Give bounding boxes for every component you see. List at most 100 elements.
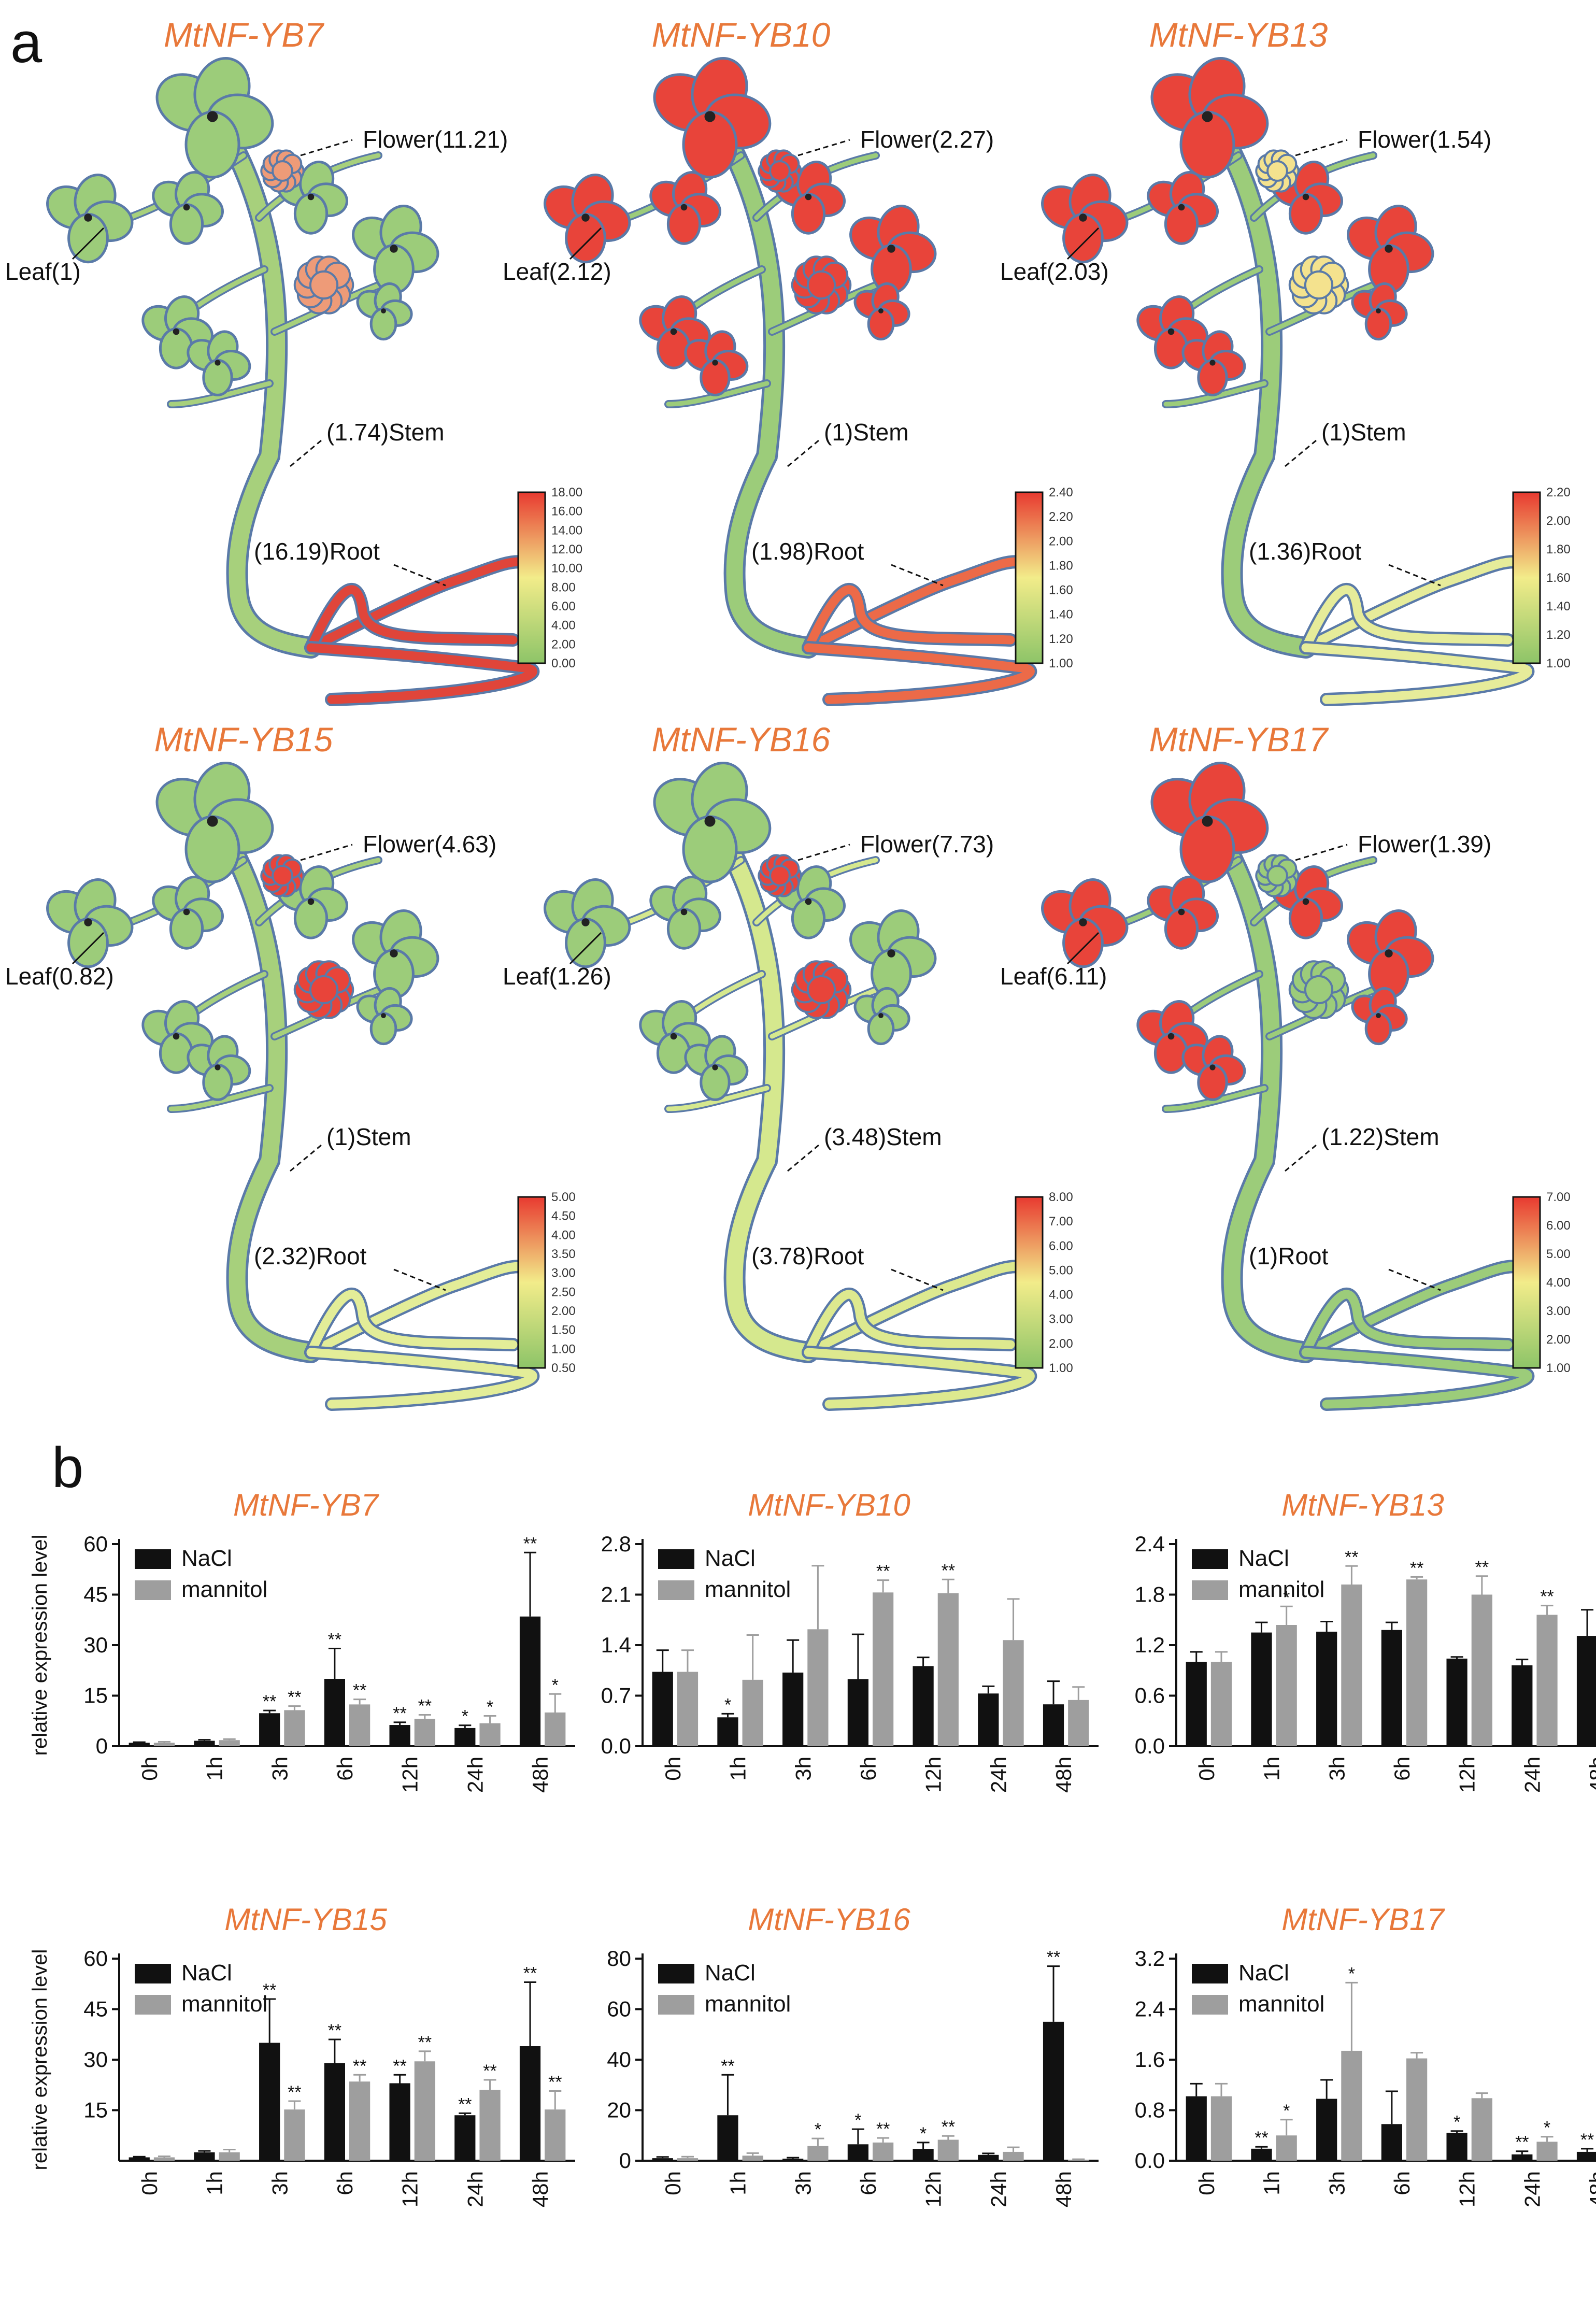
plant-panel: MtNF-YB16 Flower(7.73) Leaf(1.26) (3.48)Ste… (503, 720, 1073, 1411)
bar-nacl (1446, 1659, 1467, 1746)
color-scale-tick: 6.00 (1546, 1219, 1571, 1233)
leaf-label: Leaf(1) (5, 258, 81, 285)
leaf-node (1385, 245, 1393, 253)
y-tick-label: 20 (607, 2098, 631, 2122)
x-tick-label: 3h (1324, 1757, 1349, 1781)
color-scale-tick: 1.40 (1049, 608, 1073, 622)
x-tick-label: 24h (986, 2171, 1010, 2207)
significance-mark: ** (876, 1562, 890, 1581)
color-scale-bar (517, 1196, 546, 1369)
bar-nacl (652, 1672, 673, 1746)
x-tick-label: 0h (661, 1757, 685, 1781)
x-tick-label: 12h (921, 1757, 946, 1793)
plant-gene-title: MtNF-YB7 (164, 16, 324, 54)
significance-mark: ** (548, 2072, 562, 2092)
flower-label: Flower(1.39) (1358, 831, 1491, 858)
color-scale-tick: 1.00 (1546, 1361, 1571, 1375)
bar-mannitol (414, 2061, 435, 2161)
x-tick-label: 3h (791, 2171, 815, 2195)
legend-swatch-mannitol (658, 1995, 694, 2015)
significance-mark: ** (328, 1630, 341, 1650)
bar-nacl (847, 2144, 868, 2161)
bar-mannitol (1341, 2050, 1362, 2161)
bar-nacl (1186, 2096, 1207, 2161)
stem-leader-line (1285, 1144, 1317, 1172)
y-tick-label: 0 (96, 1734, 108, 1758)
root-leader-line (1388, 564, 1441, 587)
legend-swatch-mannitol (658, 1580, 694, 1600)
x-tick-label: 6h (1390, 1757, 1414, 1781)
bar-nacl (717, 1717, 738, 1746)
bar-nacl (1381, 1630, 1402, 1746)
leaf-node (1302, 898, 1309, 905)
legend-label-nacl: NaCl (181, 1546, 232, 1571)
bar-chart: MtNF-YB13 0.0 0.6 1.2 1.8 2.4 0h 1h 3h 6h 12h 24h 48… (1135, 1488, 1596, 1793)
color-scale-tick: 1.60 (1049, 583, 1073, 597)
leaf-node (887, 245, 895, 253)
bar-nacl (259, 2043, 280, 2161)
leaf-node (390, 949, 398, 958)
root (1301, 1348, 1532, 1409)
stem (1204, 111, 1314, 656)
leaf-node (670, 328, 677, 335)
x-tick-label: 24h (986, 1757, 1010, 1793)
leaf-node (1079, 918, 1087, 926)
leaf-node (680, 908, 688, 916)
leaf-leader-line (1066, 227, 1100, 260)
color-scale-tick: 5.00 (551, 1190, 576, 1204)
flower-cluster (758, 854, 802, 897)
leaf-node (1209, 360, 1216, 366)
leaf-node (381, 308, 386, 313)
color-scale-tick: 3.00 (1546, 1304, 1571, 1318)
significance-mark: * (1283, 1588, 1290, 1607)
leaf-leader-line (72, 227, 105, 260)
stem (707, 111, 817, 656)
branch (168, 381, 272, 407)
color-scale-tick: 2.50 (551, 1285, 576, 1299)
bar-mannitol (1341, 1585, 1362, 1746)
leaf-node (1385, 949, 1393, 958)
color-scale-tick: 5.00 (1049, 1263, 1073, 1277)
color-scale-tick: 3.00 (1049, 1312, 1073, 1326)
y-tick-label: 0.0 (1135, 1734, 1165, 1758)
x-tick-label: 1h (726, 2171, 750, 2195)
stem-label: (1)Stem (1321, 419, 1406, 446)
bar-mannitol (479, 2090, 501, 2161)
bar-nacl (454, 2115, 476, 2161)
root-leader-line (1388, 1268, 1441, 1291)
leaf-node (84, 918, 92, 926)
flower-label: Flower(4.63) (363, 831, 496, 858)
color-scale-tick: 1.00 (1546, 657, 1571, 670)
color-scale-tick: 4.00 (1546, 1276, 1571, 1290)
leaf-node (878, 1013, 884, 1018)
y-tick-label: 1.8 (1135, 1582, 1165, 1607)
bar-nacl (978, 1693, 999, 1746)
x-tick-label: 24h (1520, 1757, 1544, 1793)
flower-cluster (1255, 149, 1300, 193)
y-tick-label: 0.0 (1135, 2148, 1165, 2173)
bar-mannitol (153, 1743, 175, 1746)
bar-mannitol (545, 2109, 566, 2161)
legend-label-mannitol: mannitol (1238, 1991, 1324, 2017)
flower-cluster (260, 149, 305, 193)
significance-mark: * (854, 2110, 861, 2130)
leaf-cluster (1147, 876, 1219, 950)
leaf-node (183, 204, 190, 211)
flower-leader-line (797, 844, 850, 861)
leaf-leader-line (569, 932, 602, 965)
significance-mark: ** (263, 1980, 276, 2000)
color-scale-tick: 1.20 (1049, 632, 1073, 646)
leaf-node (1167, 328, 1175, 335)
leaf-cluster (356, 987, 413, 1046)
color-scale-tick: 6.00 (1049, 1239, 1073, 1253)
legend-label-mannitol: mannitol (181, 1577, 267, 1602)
plant-gene-title: MtNF-YB15 (154, 720, 333, 759)
color-scale-tick: 0.50 (551, 1361, 576, 1375)
x-tick-label: 48h (528, 1757, 552, 1793)
leaf-label: Leaf(6.11) (1000, 963, 1107, 990)
leaf-cluster (187, 330, 251, 396)
bar-mannitol (349, 1704, 370, 1746)
leaf-cluster (544, 174, 631, 264)
stem-leader-line (290, 439, 322, 467)
